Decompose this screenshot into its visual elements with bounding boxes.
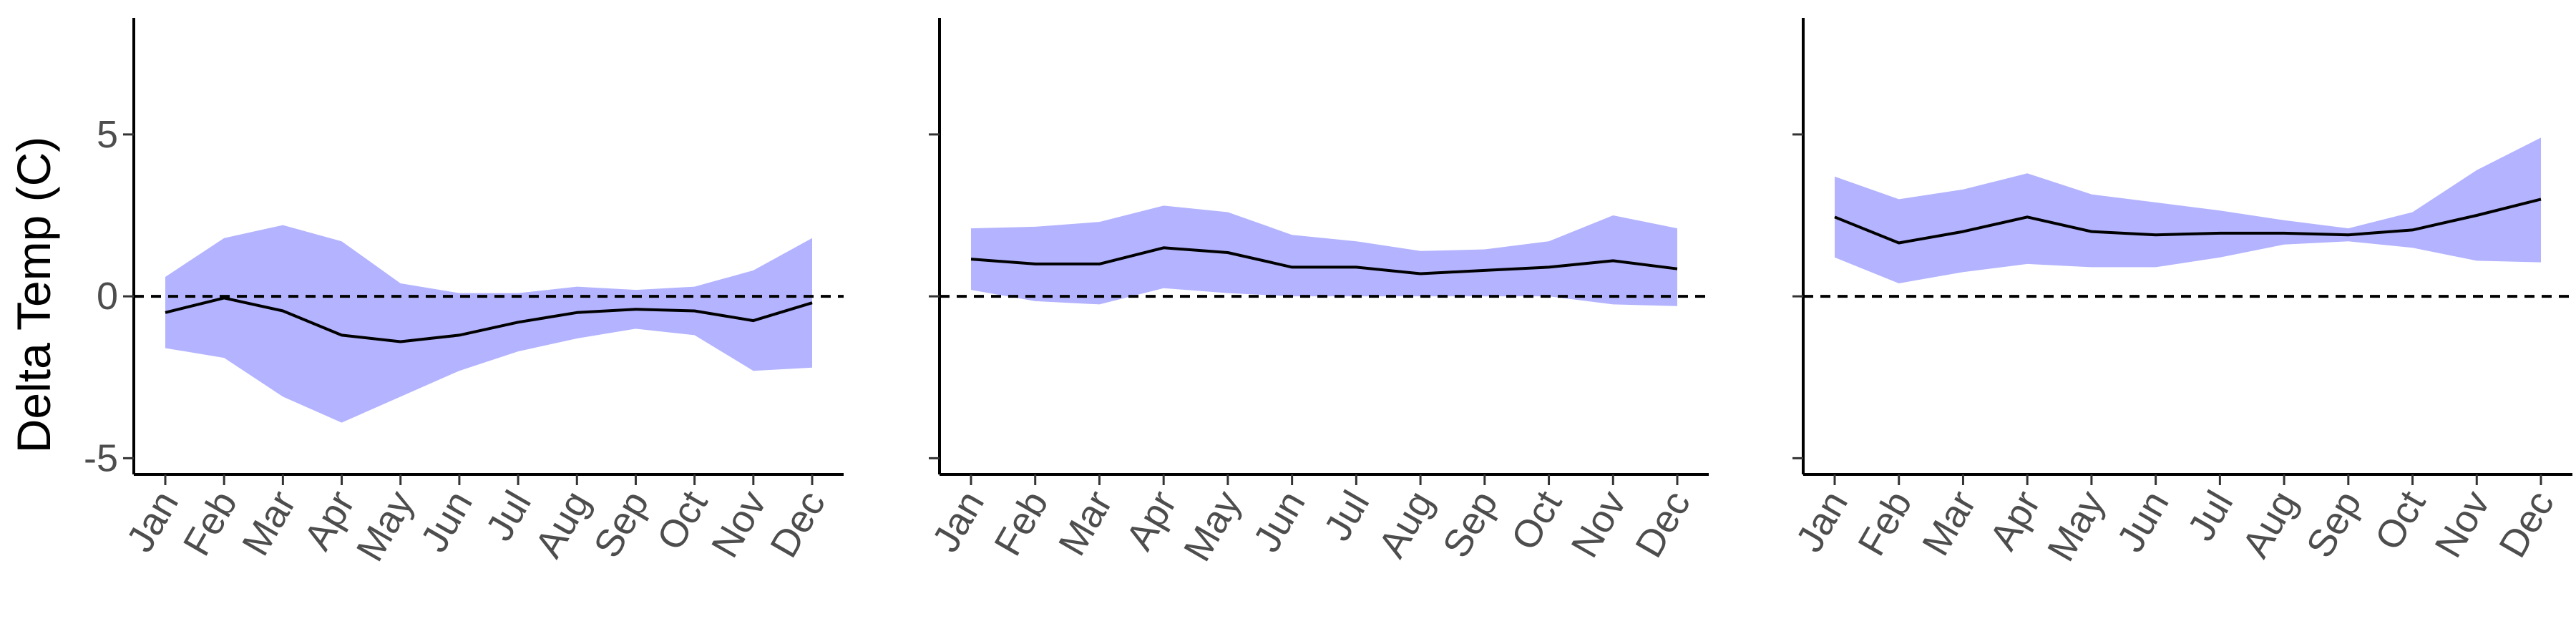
x-tick-label: Jul [2180, 484, 2241, 548]
x-tick-label: Nov [703, 484, 775, 565]
x-tick-label: Nov [2426, 484, 2498, 565]
x-tick-label: May [1176, 484, 1249, 568]
panel-2-ribbon [971, 205, 1677, 306]
x-tick-label: Oct [1503, 484, 1571, 557]
y-tick-label: 5 [97, 113, 118, 156]
panel-1-mean-line [165, 296, 813, 343]
x-tick-label: Apr [1118, 484, 1185, 557]
panel-3-mean-line [1834, 197, 2542, 245]
x-tick-label: Sep [585, 484, 657, 565]
x-tick-label: Jun [2109, 484, 2177, 559]
x-tick-label: Oct [649, 484, 716, 557]
y-axis-title: Delta Temp (C) [7, 137, 60, 454]
x-tick-label: Sep [2298, 484, 2370, 565]
x-tick-label: Jan [924, 484, 992, 559]
x-tick-label: Oct [2367, 484, 2434, 557]
x-tick-label: Dec [762, 484, 834, 565]
x-tick-label: Feb [986, 484, 1056, 563]
y-tick-label: -5 [84, 436, 118, 479]
x-tick-label: Jun [412, 484, 481, 559]
x-tick-label: Mar [234, 484, 304, 563]
x-tick-label: Aug [1370, 484, 1442, 565]
y-tick-label: 0 [97, 275, 118, 318]
panel-1-ribbon [165, 225, 812, 423]
x-tick-label: Sep [1435, 484, 1506, 565]
x-tick-label: Apr [1981, 484, 2049, 557]
x-tick-label: Aug [2234, 484, 2306, 565]
x-tick-label: Aug [527, 484, 598, 565]
x-tick-label: Jul [1316, 484, 1377, 548]
x-tick-label: Nov [1563, 484, 1634, 565]
panel-2-mean-line [970, 246, 1678, 275]
x-tick-label: Feb [175, 484, 245, 563]
x-tick-label: Feb [1850, 484, 1920, 563]
x-tick-label: May [348, 484, 422, 568]
x-tick-label: Jan [1787, 484, 1856, 559]
x-tick-label: May [2039, 484, 2113, 568]
x-tick-label: Dec [2491, 484, 2562, 565]
x-tick-label: Jan [118, 484, 187, 559]
x-tick-label: Mar [1914, 484, 1984, 563]
x-tick-label: Mar [1050, 484, 1121, 563]
x-tick-label: Jun [1245, 484, 1314, 559]
x-tick-label: Dec [1627, 484, 1699, 565]
panel-3-ribbon [1835, 137, 2541, 283]
